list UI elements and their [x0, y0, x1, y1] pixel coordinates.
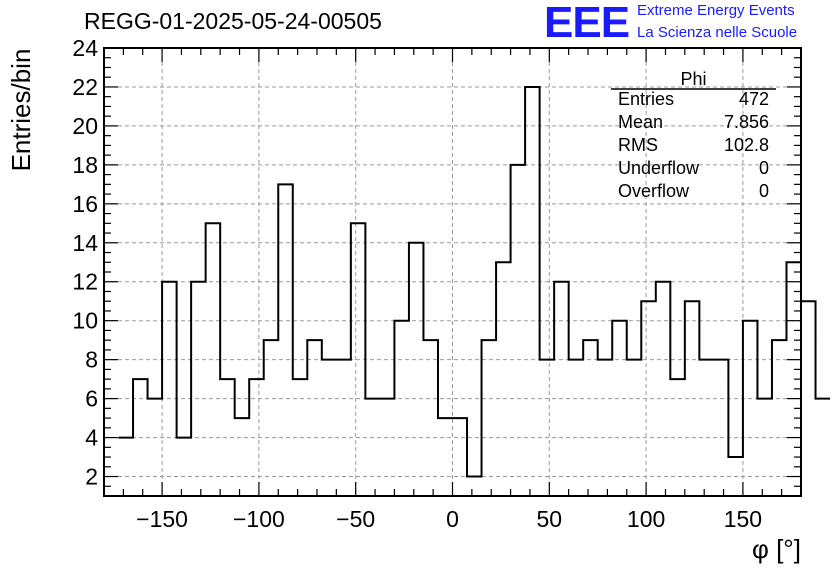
- histogram-bin: [569, 360, 584, 496]
- histogram-bin: [728, 457, 743, 496]
- histogram-bin: [583, 340, 598, 496]
- histogram-bin: [380, 399, 395, 496]
- histogram-bin: [220, 379, 235, 496]
- stats-label: Overflow: [618, 181, 690, 201]
- stats-row-underflow: Underflow 0: [611, 157, 776, 180]
- stats-value: 7.856: [723, 112, 769, 132]
- stats-value: 102.8: [723, 135, 769, 155]
- histogram-bin: [148, 399, 163, 496]
- stats-row-overflow: Overflow 0: [611, 180, 776, 203]
- histogram-bin: [264, 340, 279, 496]
- y-tick-label: 18: [72, 152, 98, 178]
- histogram-bin: [816, 399, 831, 496]
- histogram-bin: [177, 438, 192, 496]
- stats-row-entries: Entries 472: [611, 88, 776, 111]
- histogram-series: [118, 85, 831, 496]
- x-tick-label: 50: [537, 506, 563, 532]
- axis-ticks: [103, 47, 802, 497]
- y-tick-label: 2: [85, 464, 98, 490]
- y-tick-label: 6: [85, 386, 98, 412]
- histogram-bin: [307, 340, 322, 496]
- y-tick-label: 10: [72, 308, 98, 334]
- stats-label: Mean: [618, 112, 664, 132]
- stats-label: Entries: [618, 89, 675, 109]
- histogram-bin: [409, 243, 424, 496]
- histogram-bin: [423, 340, 438, 496]
- histogram-bin: [685, 301, 700, 496]
- histogram-bin: [453, 418, 468, 496]
- histogram-bin: [365, 399, 380, 496]
- histogram-bin: [249, 379, 264, 496]
- histogram-bin: [336, 360, 351, 496]
- y-tick-label: 16: [72, 191, 98, 217]
- stats-label: Underflow: [618, 158, 700, 178]
- histogram-bin: [162, 282, 177, 496]
- x-tick-label: −100: [233, 506, 285, 532]
- histogram-bin: [656, 282, 671, 496]
- stats-value: 0: [758, 158, 769, 178]
- logo-line-1: Extreme Energy Events: [637, 2, 795, 19]
- histogram-bin: [525, 87, 540, 496]
- y-tick-label: 24: [72, 35, 98, 61]
- histogram-bin: [801, 301, 816, 496]
- histogram-bin: [133, 379, 148, 496]
- histogram-bin: [191, 282, 206, 496]
- histogram-bin: [235, 418, 250, 496]
- x-tick-label: 0: [446, 506, 459, 532]
- y-tick-label: 12: [72, 269, 98, 295]
- histogram-bin: [482, 340, 497, 496]
- histogram-bin: [540, 360, 555, 496]
- histogram-bin: [554, 282, 569, 496]
- histogram-bin: [670, 379, 685, 496]
- histogram-bin: [351, 223, 366, 496]
- histogram-bin: [511, 165, 526, 496]
- chart-title: REGG-01-2025-05-24-00505: [84, 8, 382, 34]
- x-axis-label: φ [°]: [752, 534, 801, 564]
- y-tick-label: 22: [72, 74, 98, 100]
- logo-line-2: La Scienza nelle Scuole: [637, 24, 798, 41]
- stats-box: Phi Entries 472 Mean 7.856 RMS 102.8 Und…: [611, 70, 776, 203]
- y-axis-label: Entries/bin: [6, 48, 36, 172]
- stats-row-mean: Mean 7.856: [611, 111, 776, 134]
- histogram-bin: [598, 360, 613, 496]
- histogram-bin: [278, 184, 293, 496]
- y-tick-label: 20: [72, 113, 98, 139]
- x-tick-label: 100: [627, 506, 665, 532]
- histogram-bin: [438, 418, 453, 496]
- histogram-line: [118, 85, 831, 478]
- histogram-bin: [699, 360, 714, 496]
- x-tick-label: 150: [724, 506, 762, 532]
- histogram-bin: [743, 321, 758, 496]
- histogram-bin: [467, 477, 482, 496]
- y-tick-label: 4: [85, 425, 98, 451]
- histogram-bin: [627, 360, 642, 496]
- histogram-bin: [612, 321, 627, 496]
- y-tick-label: 14: [72, 230, 98, 256]
- stats-row-rms: RMS 102.8: [611, 134, 776, 157]
- stats-value: 0: [758, 181, 769, 201]
- histogram-bin: [394, 321, 409, 496]
- x-tick-label: −50: [336, 506, 375, 532]
- eee-logo: EEE: [544, 0, 630, 47]
- x-tick-label: −150: [136, 506, 188, 532]
- histogram-bin: [322, 360, 337, 496]
- histogram-bin: [641, 301, 656, 496]
- histogram-bin: [293, 379, 308, 496]
- histogram-bin: [772, 340, 787, 496]
- y-tick-label: 8: [85, 347, 98, 373]
- stats-value: 472: [738, 89, 769, 109]
- histogram-bin: [206, 223, 221, 496]
- histogram-bin: [757, 399, 772, 496]
- histogram-bin: [496, 262, 511, 496]
- histogram-bin: [714, 360, 729, 496]
- stats-label: RMS: [618, 135, 658, 155]
- stats-title: Phi: [680, 69, 707, 89]
- histogram-bin: [119, 438, 134, 496]
